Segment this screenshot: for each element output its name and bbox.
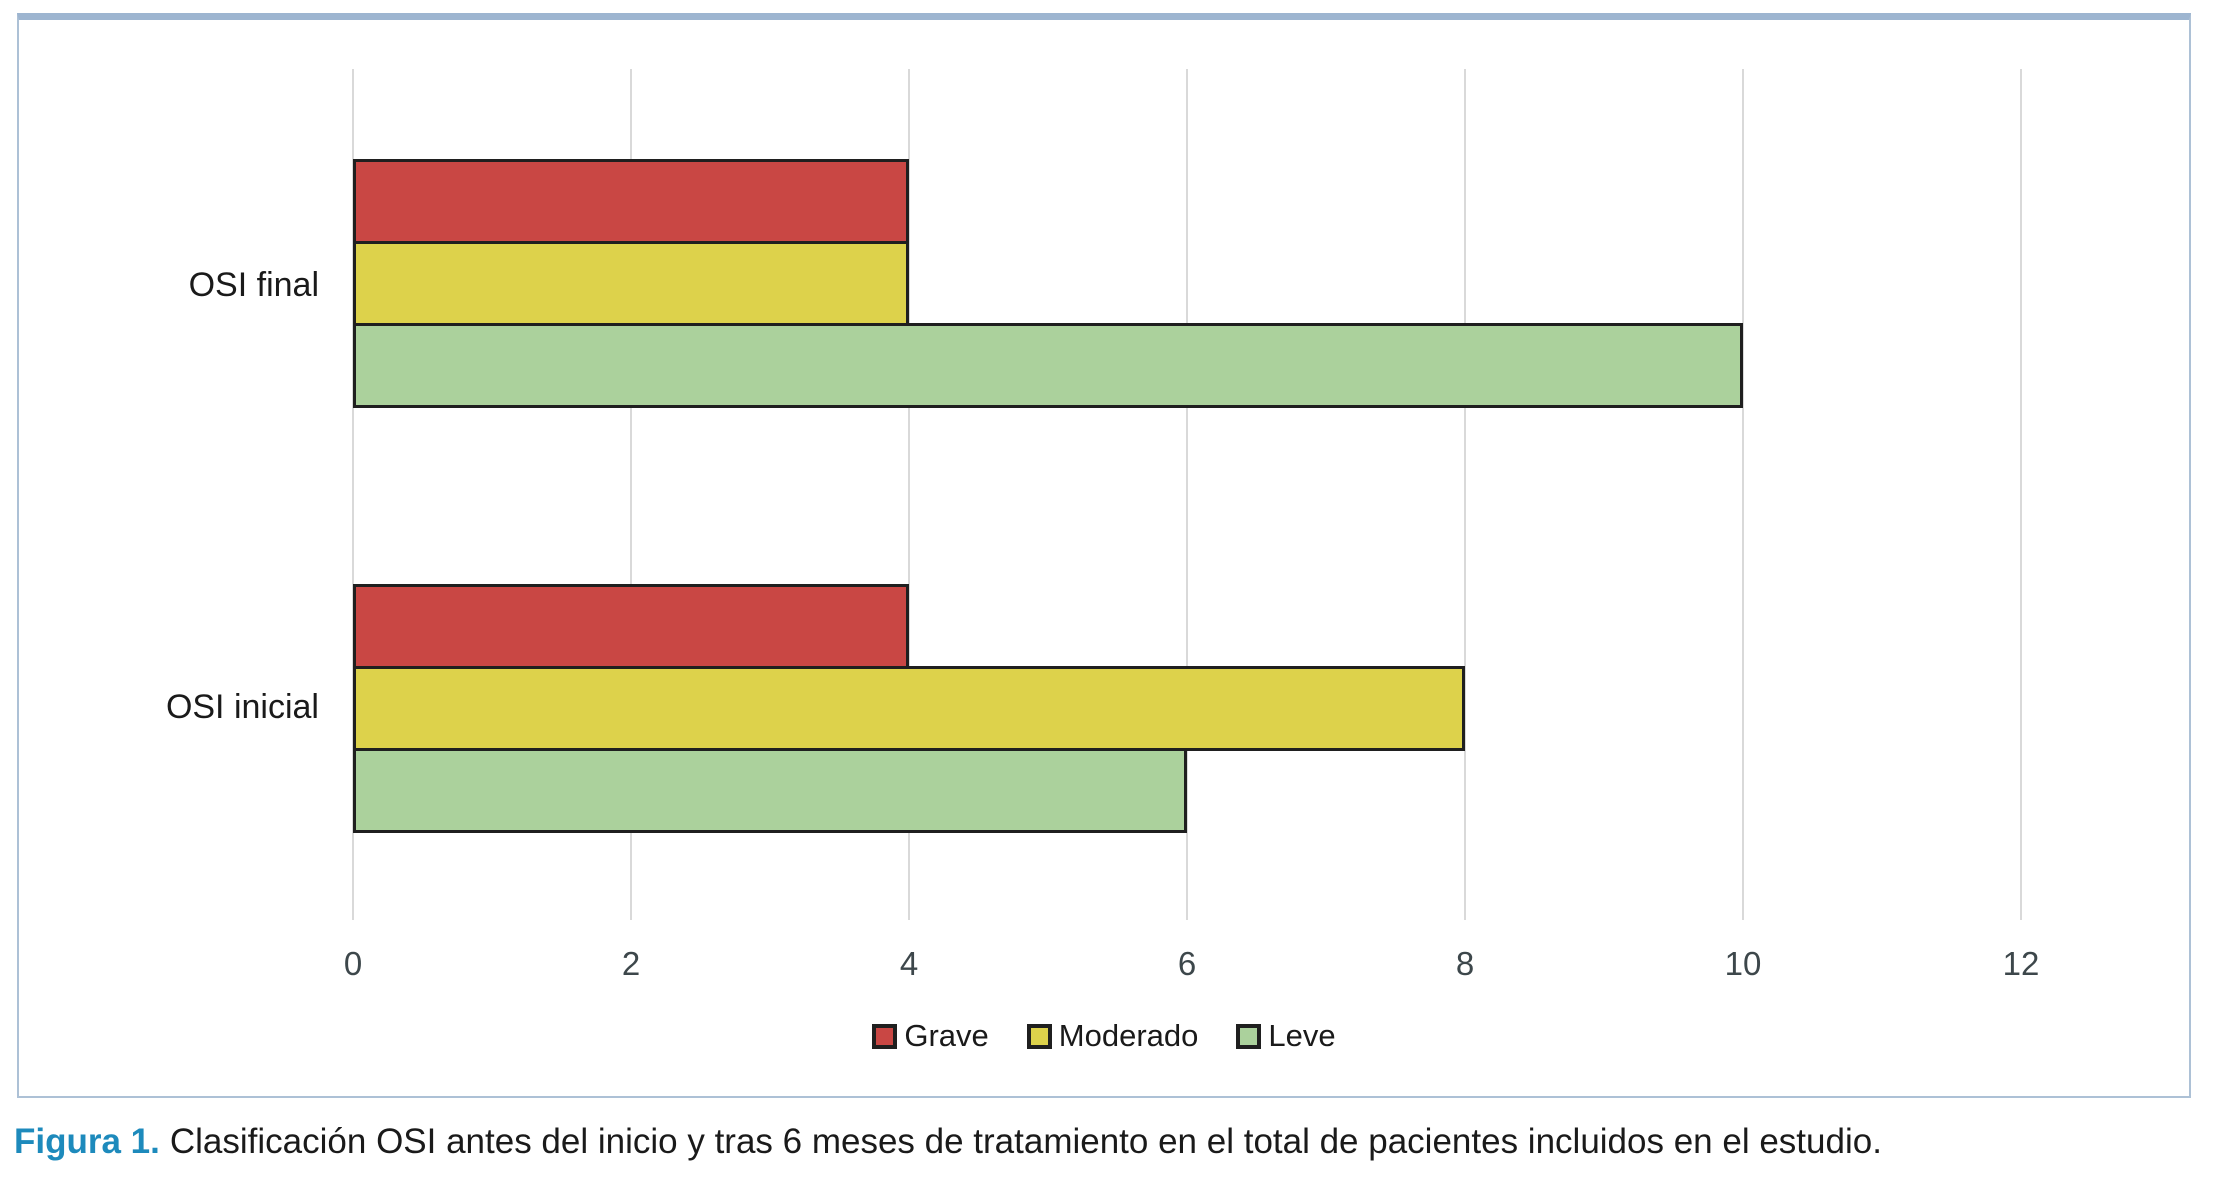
gridline-x-8	[1464, 69, 1466, 920]
gridline-x-12	[2020, 69, 2022, 920]
legend-item-leve: Leve	[1236, 1018, 1336, 1054]
gridline-x-0	[352, 69, 354, 920]
gridline-x-10	[1742, 69, 1744, 920]
bar-osi-final-grave	[353, 159, 909, 244]
bar-osi-final-moderado	[353, 241, 909, 326]
legend-label-moderado: Moderado	[1058, 1018, 1199, 1053]
legend-item-grave: Grave	[872, 1018, 989, 1054]
x-tick-label-4: 4	[899, 945, 919, 982]
legend-item-moderado: Moderado	[1026, 1018, 1199, 1054]
bar-osi-inicial-leve	[353, 748, 1187, 833]
gridline-x-2	[630, 69, 632, 920]
x-tick-label-12: 12	[2002, 945, 2040, 982]
bar-osi-inicial-moderado	[353, 666, 1465, 751]
x-tick-label-10: 10	[1724, 945, 1762, 982]
x-tick-label-2: 2	[621, 945, 641, 982]
figure-caption-text: Clasificación OSI antes del inicio y tra…	[169, 1122, 1882, 1161]
category-label-osi-final: OSI final	[188, 266, 319, 304]
gridline-x-4	[908, 69, 910, 920]
bar-osi-inicial-grave	[353, 584, 909, 669]
chart-panel: Grave Moderado Leve 0 2 4 6 8 10 12 OSI final OSI …	[17, 13, 2191, 1098]
gridline-x-6	[1186, 69, 1188, 920]
x-tick-label-6: 6	[1177, 945, 1197, 982]
figure-caption-label: Figura 1.	[14, 1122, 160, 1161]
category-label-osi-inicial: OSI inicial	[165, 688, 319, 726]
x-tick-label-0: 0	[343, 945, 363, 982]
legend-label-grave: Grave	[904, 1018, 989, 1053]
legend-swatch-grave-icon	[872, 1023, 898, 1049]
bar-osi-final-leve	[353, 323, 1743, 408]
legend: Grave Moderado Leve	[19, 1018, 2189, 1054]
figure-caption: Figura 1. Clasificación OSI antes del ini…	[14, 1120, 2214, 1164]
legend-label-leve: Leve	[1268, 1018, 1336, 1053]
legend-swatch-moderado-icon	[1026, 1023, 1052, 1049]
plot-area	[352, 69, 2023, 920]
x-tick-label-8: 8	[1455, 945, 1475, 982]
legend-swatch-leve-icon	[1236, 1023, 1262, 1049]
